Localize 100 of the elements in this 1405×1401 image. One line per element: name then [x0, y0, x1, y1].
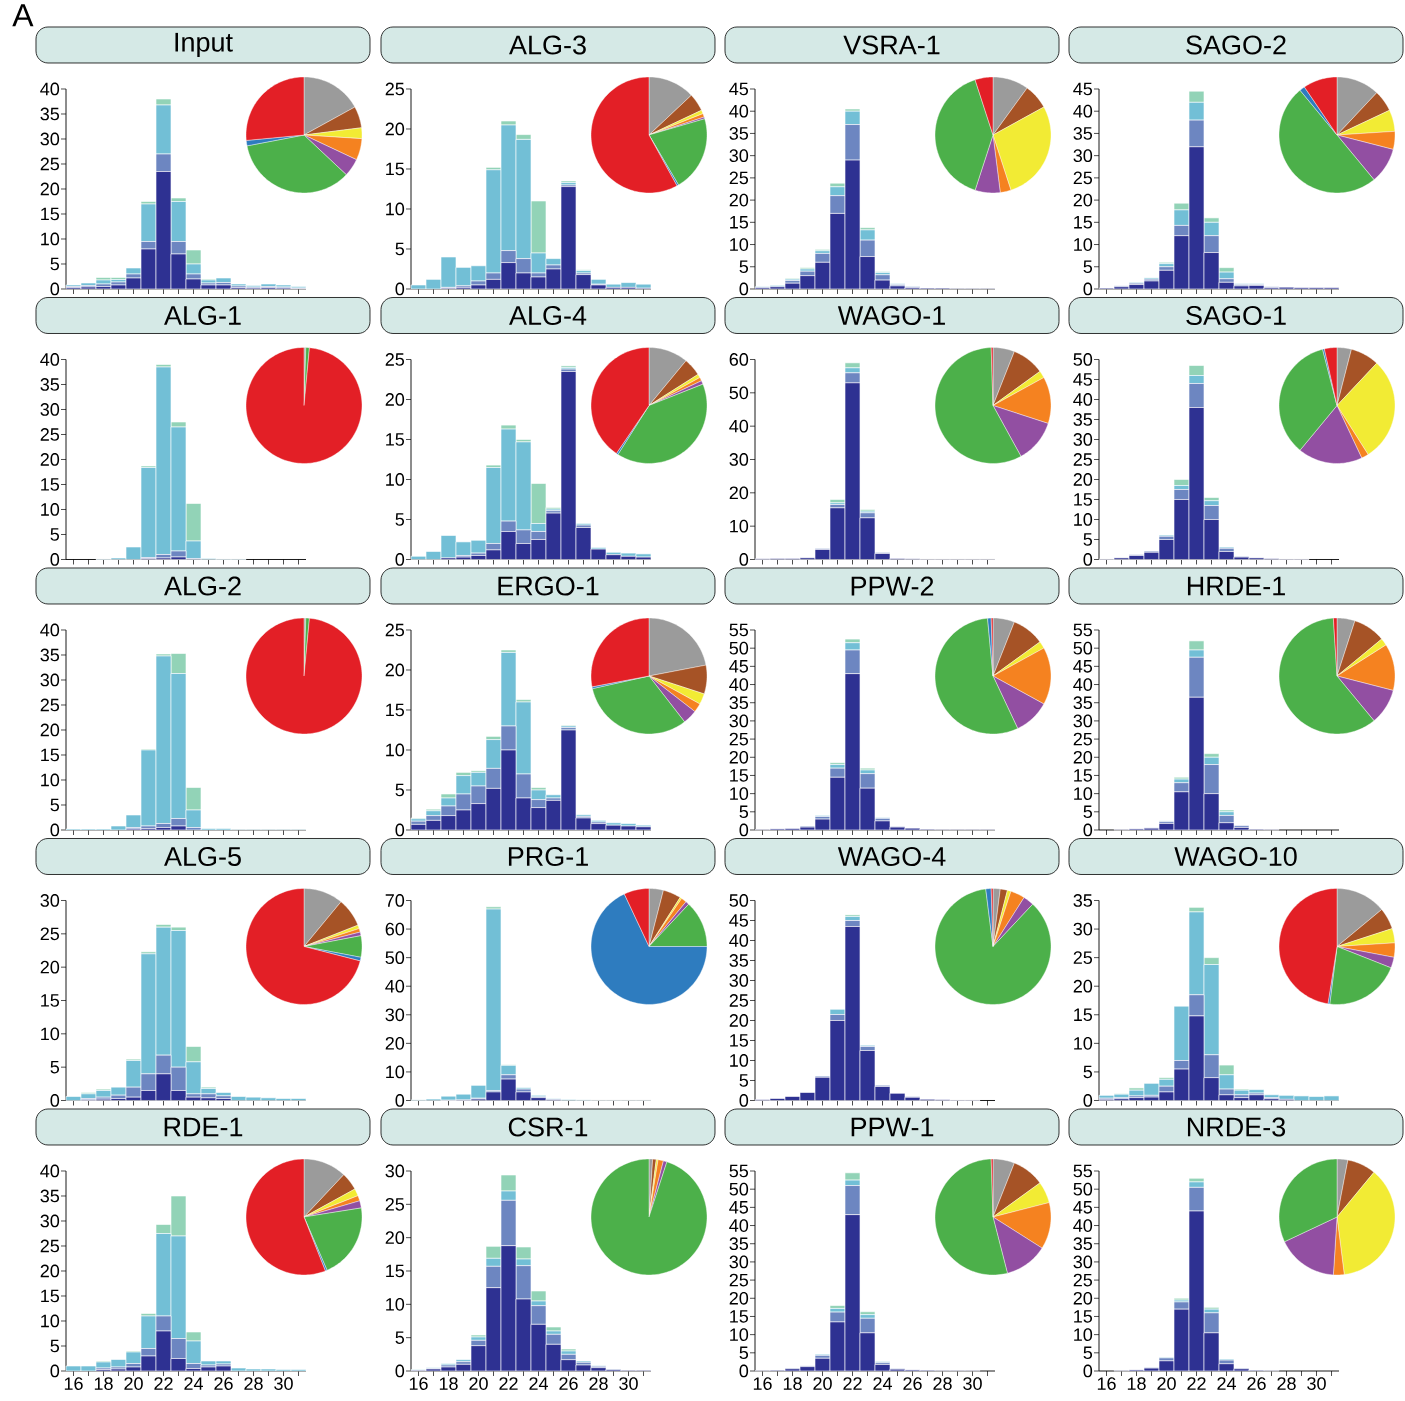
y-tick-label: 10 [386, 1065, 405, 1079]
y-tick-label: 15 [41, 994, 60, 1007]
y-tick-label: 20 [385, 1231, 405, 1245]
y-tick-label: 30 [40, 1214, 60, 1228]
y-tick-label: 0 [1083, 553, 1093, 566]
y-tick-label: 20 [40, 182, 60, 196]
y-tick-label: 0 [739, 1094, 749, 1107]
y-tick-label: 35 [40, 648, 60, 662]
y-tick-label: 25 [729, 1273, 749, 1287]
y-tick-label: 30 [729, 453, 749, 466]
x-tick-label: 16 [409, 1377, 428, 1390]
y-tick-label: 30 [1073, 1255, 1093, 1269]
y-tick-label: 5 [1083, 260, 1093, 274]
chart-title: RDE-1 [164, 1117, 243, 1137]
y-tick-label: 25 [40, 698, 60, 712]
y-tick-label: 40 [40, 353, 60, 366]
x-tick-label: 26 [214, 1377, 233, 1390]
y-tick-label: 60 [385, 922, 405, 936]
y-tick-label: 0 [395, 553, 405, 566]
y-tick-label: 20 [40, 960, 60, 974]
y-tick-label: 40 [729, 104, 749, 118]
y-tick-label: 20 [40, 723, 60, 737]
y-tick-label: 0 [50, 823, 60, 837]
y-tick-label: 10 [1074, 1036, 1093, 1050]
y-tick-label: 20 [729, 1291, 749, 1305]
y-tick-label: 5 [50, 1339, 60, 1353]
y-tick-label: 25 [40, 927, 60, 941]
chart-title: WAGO-10 [1174, 846, 1297, 867]
y-tick-label: 10 [730, 787, 749, 800]
y-tick-label: 15 [730, 1034, 749, 1047]
x-tick-label: 20 [813, 1377, 832, 1390]
y-tick-label: 40 [40, 1164, 60, 1178]
y-tick-label: 20 [1073, 1291, 1093, 1305]
y-tick-label: 40 [729, 934, 749, 947]
x-tick-label: 26 [559, 1377, 578, 1390]
y-tick-label: 40 [729, 1219, 749, 1232]
y-tick-label: 5 [395, 513, 405, 526]
y-tick-label: 25 [1073, 732, 1093, 746]
y-tick-label: 0 [50, 282, 60, 296]
y-tick-label: 10 [41, 773, 60, 787]
y-tick-label: 5 [739, 1074, 749, 1087]
y-tick-label: 45 [729, 914, 749, 927]
y-tick-label: 25 [1073, 453, 1093, 466]
y-tick-label: 20 [1073, 979, 1093, 993]
y-tick-label: 0 [1083, 1094, 1093, 1107]
x-tick-label: 30 [963, 1377, 982, 1390]
y-tick-label: 0 [739, 282, 749, 296]
y-tick-label: 0 [50, 553, 60, 566]
y-tick-label: 50 [729, 1182, 749, 1196]
y-tick-label: 70 [385, 894, 405, 907]
x-tick-label: 24 [529, 1377, 548, 1390]
y-tick-label: 35 [1073, 413, 1093, 426]
y-tick-label: 30 [385, 1164, 405, 1178]
y-tick-label: 40 [729, 419, 749, 433]
x-tick-label: 18 [1127, 1377, 1146, 1390]
y-tick-label: 5 [739, 1346, 749, 1360]
y-tick-label: 10 [730, 519, 749, 533]
y-tick-label: 10 [41, 503, 60, 516]
y-tick-label: 0 [395, 823, 405, 837]
y-tick-label: 30 [40, 894, 60, 907]
y-tick-label: 40 [1073, 678, 1093, 691]
y-tick-label: 50 [729, 386, 749, 400]
y-tick-label: 15 [1074, 493, 1093, 506]
y-tick-label: 25 [40, 157, 60, 171]
y-tick-label: 10 [41, 1027, 60, 1041]
y-tick-label: 5 [1083, 1065, 1093, 1079]
x-tick-label: 18 [439, 1377, 458, 1390]
chart-title: CSR-1 [508, 1117, 588, 1137]
x-tick-label: 16 [1097, 1377, 1116, 1390]
chart-title: SAGO-2 [1186, 35, 1286, 55]
y-tick-label: 15 [41, 748, 60, 762]
y-tick-label: 0 [1083, 282, 1093, 296]
chart-title: PPW-2 [851, 576, 934, 596]
y-tick-label: 0 [395, 1364, 405, 1378]
y-tick-label: 30 [40, 132, 60, 146]
y-tick-label: 25 [385, 82, 405, 96]
chart-title: PPW-1 [851, 1117, 934, 1137]
y-tick-label: 5 [395, 242, 405, 256]
y-tick-label: 35 [1073, 894, 1093, 907]
x-tick-label: 22 [1187, 1377, 1206, 1390]
chart-title: ALG-4 [509, 305, 587, 326]
y-tick-label: 30 [385, 1008, 405, 1022]
y-tick-label: 45 [729, 660, 749, 673]
y-tick-label: 35 [1073, 696, 1093, 710]
y-tick-label: 15 [730, 216, 749, 229]
x-tick-label: 20 [469, 1377, 488, 1390]
y-tick-label: 30 [729, 149, 749, 163]
y-tick-label: 5 [50, 528, 60, 541]
y-tick-label: 55 [1073, 623, 1093, 637]
y-tick-label: 5 [739, 805, 749, 819]
y-tick-label: 15 [41, 207, 60, 221]
y-tick-label: 45 [1073, 660, 1093, 673]
y-tick-label: 35 [40, 107, 60, 121]
y-tick-label: 0 [739, 553, 749, 566]
y-tick-label: 15 [1074, 216, 1093, 229]
y-tick-label: 5 [50, 257, 60, 271]
y-tick-label: 50 [385, 951, 405, 965]
x-tick-label: 18 [94, 1377, 113, 1390]
y-tick-label: 20 [40, 453, 60, 466]
y-tick-label: 20 [729, 750, 749, 764]
